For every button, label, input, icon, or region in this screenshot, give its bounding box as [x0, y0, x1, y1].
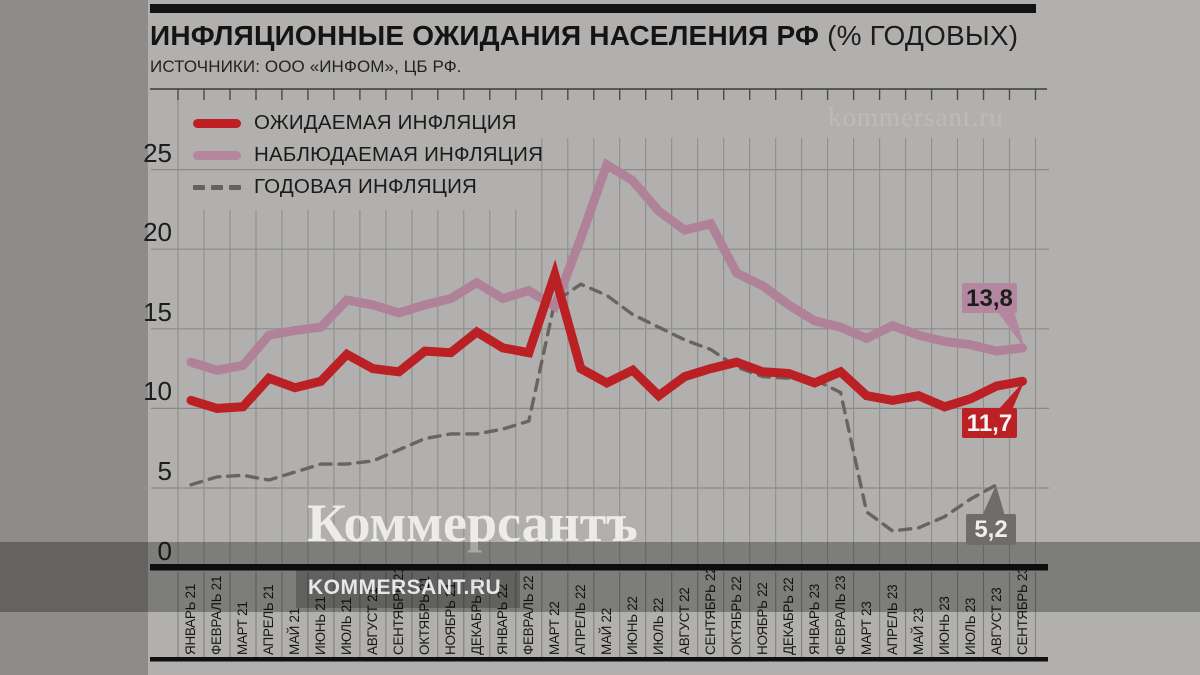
y-axis-label: 15: [143, 296, 172, 327]
chart-title-units: (% ГОДОВЫХ): [819, 20, 1019, 51]
legend-swatch-expected-icon: [193, 118, 241, 128]
bottom-watermark-box: [296, 570, 520, 608]
chart-title-main: ИНФЛЯЦИОННЫЕ ОЖИДАНИЯ НАСЕЛЕНИЯ РФ: [150, 20, 820, 51]
y-axis-label: 25: [143, 137, 172, 168]
chart-sources: ИСТОЧНИКИ: ООО «ИНФОМ», ЦБ РФ.: [150, 57, 462, 76]
legend-label-annual: ГОДОВАЯ ИНФЛЯЦИЯ: [254, 175, 478, 198]
legend-item-expected: ОЖИДАЕМАЯ ИНФЛЯЦИЯ: [193, 107, 543, 139]
series-line-0: [186, 259, 1027, 413]
callout-expected-value: 11,7: [962, 408, 1017, 438]
y-axis-label: 0: [157, 535, 172, 566]
y-axis-label: 5: [157, 456, 172, 486]
left-margin-strip: [0, 0, 148, 675]
kommersant-logo-watermark: Коммерсантъ: [307, 493, 638, 553]
legend-label-observed: НАБЛЮДАЕМАЯ ИНФЛЯЦИЯ: [254, 143, 544, 166]
legend-item-observed: НАБЛЮДАЕМАЯ ИНФЛЯЦИЯ: [193, 139, 543, 171]
legend-swatch-observed-icon: [193, 150, 241, 160]
legend-swatch-annual-icon: [193, 184, 241, 190]
y-axis-label: 10: [143, 376, 172, 407]
title-top-bar: [150, 4, 1036, 13]
dark-overlay-band: [0, 542, 1200, 612]
x-axis-label: МАЙ 23: [911, 608, 927, 655]
x-axis-label: МАЙ 21: [287, 608, 303, 655]
legend-label-expected: ОЖИДАЕМАЯ ИНФЛЯЦИЯ: [254, 111, 517, 134]
series-line-1: [186, 158, 1027, 375]
chart-title: ИНФЛЯЦИОННЫЕ ОЖИДАНИЯ НАСЕЛЕНИЯ РФ (% ГО…: [150, 20, 1018, 52]
legend: ОЖИДАЕМАЯ ИНФЛЯЦИЯ НАБЛЮДАЕМАЯ ИНФЛЯЦИЯ …: [193, 107, 543, 203]
callout-observed-value: 13,8: [962, 283, 1017, 313]
kommersant-ru-watermark: kommersant.ru: [828, 102, 1004, 132]
y-axis-label: 20: [143, 217, 172, 248]
x-axis-label: МАЙ 22: [599, 608, 615, 655]
series-line-2: [189, 282, 999, 533]
kommersant-ru-bottom-watermark: KOMMERSANT.RU: [308, 576, 502, 599]
legend-item-annual: ГОДОВАЯ ИНФЛЯЦИЯ: [193, 171, 543, 203]
callout-annual-value: 5,2: [966, 514, 1016, 545]
